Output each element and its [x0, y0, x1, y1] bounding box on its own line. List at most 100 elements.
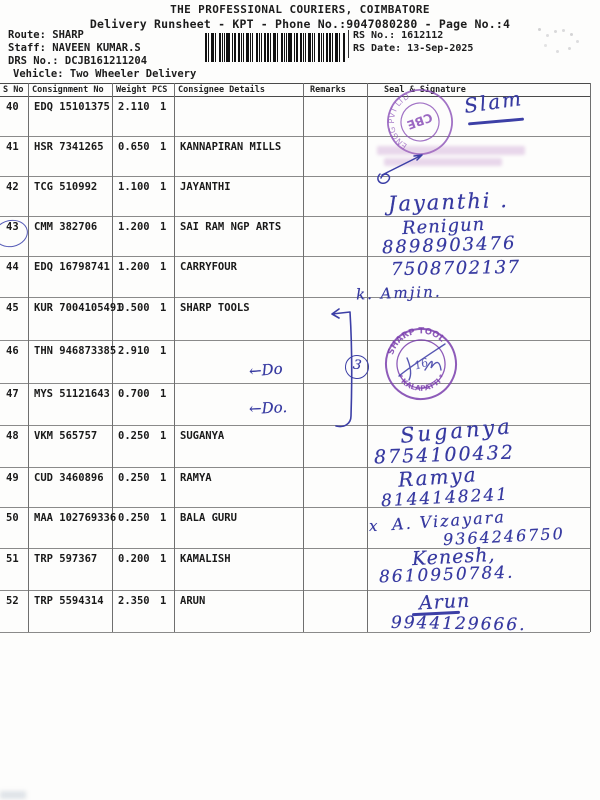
cell-pcs: 1 — [160, 553, 167, 565]
col-header-consignee: Consignee Details — [178, 85, 265, 95]
cell-consignment: VKM 565757 — [34, 430, 98, 442]
col-header-sno: S No — [3, 85, 24, 95]
cell-pcs: 1 — [160, 141, 167, 153]
cell-pcs: 1 — [160, 430, 167, 442]
rs-date-line: RS Date: 13-Sep-2025 — [353, 43, 474, 54]
cell-weight: 0.250 — [118, 472, 150, 484]
cell-consignment: CUD 3460896 — [34, 472, 104, 484]
phone-row52: 9944129666. — [390, 612, 527, 636]
cell-pcs: 1 — [160, 261, 167, 273]
table-grid-vline — [112, 83, 113, 632]
cell-consignee: BALA GURU — [180, 512, 237, 524]
faded-stamp-line1 — [377, 146, 525, 155]
stamp2-top-text: SHARP TOOL — [386, 326, 447, 356]
table-grid-hline — [0, 96, 590, 97]
cell-consignee: KANNAPIRAN MILLS — [180, 141, 282, 153]
cell-sno: 46 — [6, 345, 19, 357]
doc-subtitle: Delivery Runsheet - KPT - Phone No.:9047… — [89, 17, 511, 31]
check-arrow-mark — [377, 154, 423, 184]
stamp2-bottom-text: * KALAPATTI * — [395, 372, 446, 392]
rs-box-divider — [348, 30, 349, 58]
table-grid-hline — [0, 507, 590, 508]
cell-weight: 1.100 — [118, 181, 150, 193]
faded-stamp-line2 — [384, 158, 502, 166]
cell-consignment: EDQ 15101375 — [34, 101, 110, 113]
cell-weight: 1.200 — [118, 221, 150, 233]
scan-edge-smudge — [0, 791, 26, 799]
cell-weight: 0.250 — [118, 430, 150, 442]
cell-pcs: 1 — [160, 221, 167, 233]
round-stamp-sharp-tool: SHARP TOOL * KALAPATTI * 16 — [385, 326, 457, 400]
table-grid-vline — [303, 83, 304, 632]
cell-weight: 0.500 — [118, 302, 150, 314]
col-header-weight: Weight — [116, 85, 147, 95]
cell-weight: 0.200 — [118, 553, 150, 565]
table-grid-hline — [0, 590, 590, 591]
cell-sno: 51 — [6, 553, 19, 565]
cell-pcs: 1 — [160, 181, 167, 193]
table-grid-hline — [0, 383, 590, 384]
cell-weight: 0.650 — [118, 141, 150, 153]
cell-sno: 45 — [6, 302, 19, 314]
cell-consignment: TRP 597367 — [34, 553, 98, 565]
phone-row44: 7508702137 — [390, 256, 521, 281]
cell-consignment: KUR 7004105491 — [34, 302, 123, 314]
cell-consignment: EDQ 16798741 — [34, 261, 110, 273]
barcode — [205, 33, 345, 62]
cell-consignment: MAA 102769336 — [34, 512, 117, 524]
ditto-mark-row47: ←Do. — [248, 398, 288, 418]
ditto-mark-row46: ←Do — [248, 359, 284, 381]
cell-consignment: HSR 7341265 — [34, 141, 104, 153]
cell-sno: 41 — [6, 141, 19, 153]
cell-sno: 50 — [6, 512, 19, 524]
cell-consignee: KAMALISH — [180, 553, 231, 565]
cell-sno: 43 — [6, 221, 19, 233]
cell-consignee: RAMYA — [180, 472, 212, 484]
cell-sno: 42 — [6, 181, 19, 193]
stamp2-signature-scribble — [398, 343, 446, 381]
svg-text:SHARP TOOL: SHARP TOOL — [386, 326, 447, 356]
table-grid-hline — [0, 176, 590, 177]
col-header-consignment: Consignment No — [32, 85, 104, 95]
cell-consignment: THN 946873385 — [34, 345, 117, 357]
doc-title: THE PROFESSIONAL COURIERS, COIMBATORE — [170, 3, 430, 16]
cell-consignment: MYS 51121643 — [34, 388, 110, 400]
cell-consignment: TCG 510992 — [34, 181, 98, 193]
cell-consignee: SHARP TOOLS — [180, 302, 250, 314]
table-grid-hline — [0, 216, 590, 217]
cell-sno: 49 — [6, 472, 19, 484]
cross-mark-row50: x — [369, 517, 378, 535]
table-grid-hline — [0, 136, 590, 137]
table-grid-hline — [0, 83, 590, 84]
stamp1-center-text: CBE — [405, 110, 434, 132]
cell-weight: 0.700 — [118, 388, 150, 400]
cell-consignment: TRP 5594314 — [34, 595, 104, 607]
cell-consignee: SUGANYA — [180, 430, 225, 442]
table-grid-vline — [174, 83, 175, 632]
signature-row42: Jayanthi . — [387, 187, 510, 217]
table-grid-hline — [0, 340, 590, 341]
cell-pcs: 1 — [160, 388, 167, 400]
svg-text:* KALAPATTI *: * KALAPATTI * — [395, 372, 446, 392]
cell-weight: 2.910 — [118, 345, 150, 357]
table-grid-hline — [0, 548, 590, 549]
cell-sno: 47 — [6, 388, 19, 400]
cell-weight: 2.110 — [118, 101, 150, 113]
table-grid-hline — [0, 297, 590, 298]
table-grid-hline — [0, 425, 590, 426]
table-grid-vline — [28, 83, 29, 632]
cell-sno: 44 — [6, 261, 19, 273]
drs-no-line: DRS No.: DCJB161211204 — [8, 55, 148, 67]
cell-weight: 0.250 — [118, 512, 150, 524]
cell-consignee: SAI RAM NGP ARTS — [180, 221, 282, 233]
signature-row44: k. Amjin. — [355, 282, 442, 304]
cell-pcs: 1 — [160, 595, 167, 607]
cell-pcs: 1 — [160, 302, 167, 314]
round-stamp-cbe: ENGG PVT LTD CBE — [387, 89, 453, 155]
cell-sno: 48 — [6, 430, 19, 442]
pencil-speckles — [538, 28, 541, 31]
route-line: Route: SHARP — [8, 29, 84, 41]
table-grid-vline — [590, 83, 591, 632]
table-grid-vline — [367, 83, 368, 632]
